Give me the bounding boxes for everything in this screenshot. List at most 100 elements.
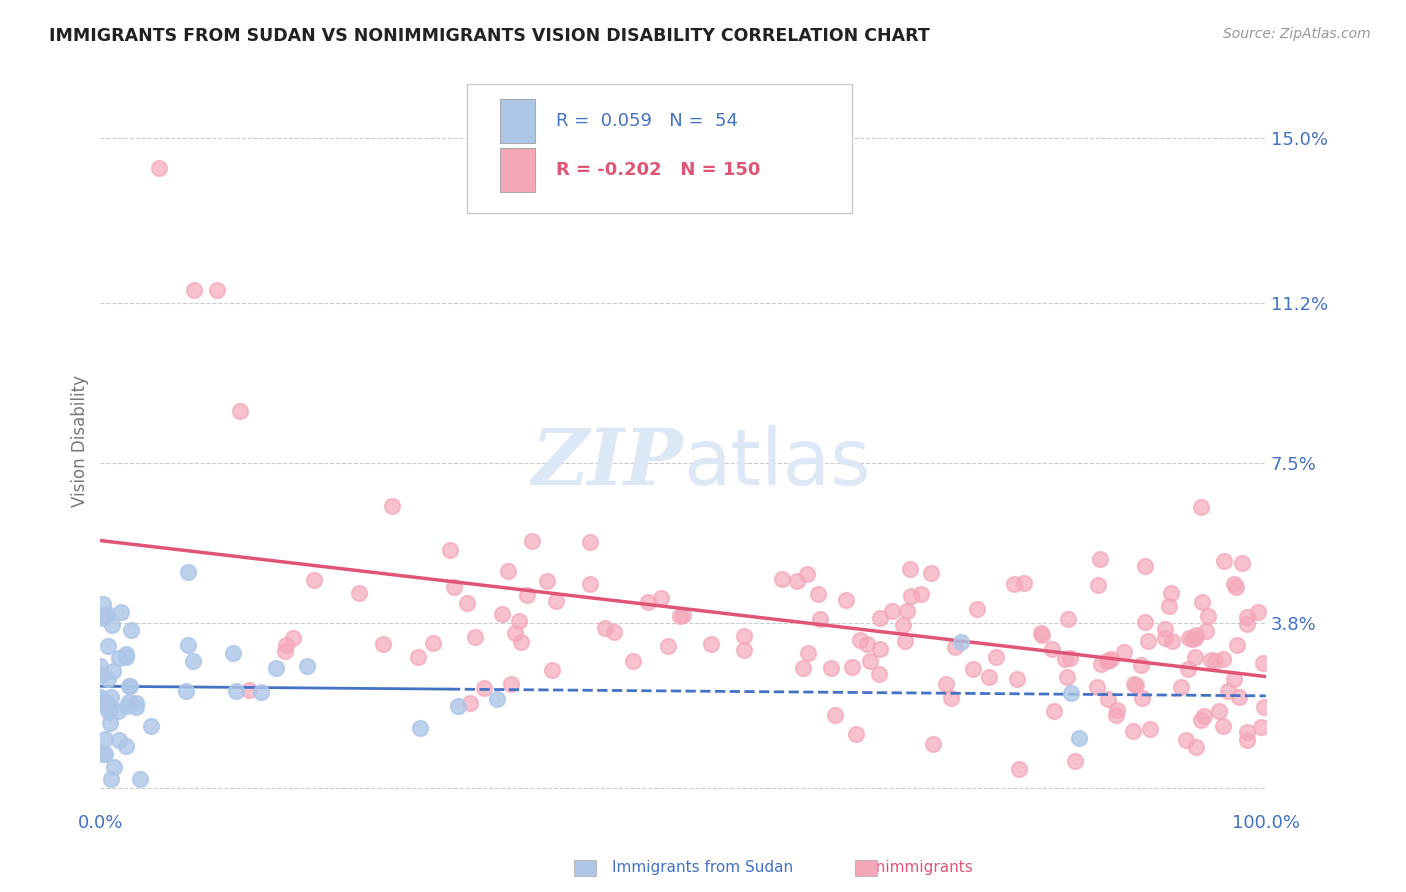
Point [89, 690, 111, 705]
Point [1184, 649, 1206, 664]
Point [1029, 626, 1052, 640]
Point [880, 604, 903, 618]
Point [540, 663, 562, 677]
Point [984, 650, 1007, 665]
Point [96, 607, 118, 622]
Point [770, 572, 793, 586]
Point [100, 690, 122, 705]
Point [1122, 723, 1144, 738]
Point [1236, 617, 1258, 632]
Point [456, 597, 478, 611]
Point [129, 772, 152, 787]
Point [110, 606, 132, 620]
Point [1090, 657, 1112, 672]
Point [856, 637, 879, 651]
Point [808, 611, 831, 625]
Point [1181, 632, 1204, 646]
Point [1088, 552, 1111, 566]
Point [621, 654, 644, 668]
Point [381, 500, 404, 514]
Point [103, 664, 125, 678]
Point [516, 588, 538, 602]
Point [264, 661, 287, 675]
Point [1099, 652, 1122, 666]
Point [115, 699, 138, 714]
Point [496, 564, 519, 578]
Point [900, 589, 922, 603]
Point [1189, 714, 1212, 728]
Point [835, 593, 858, 607]
Point [409, 721, 432, 735]
Text: atlas: atlas [683, 425, 870, 501]
Point [1247, 605, 1270, 619]
Point [114, 647, 136, 661]
Point [733, 630, 755, 644]
Point [700, 637, 723, 651]
Point [859, 654, 882, 668]
Point [125, 700, 148, 714]
Point [1153, 632, 1175, 646]
Point [250, 684, 273, 698]
Point [593, 621, 616, 635]
Point [148, 161, 170, 176]
Point [1043, 704, 1066, 718]
Point [898, 562, 921, 576]
Point [91, 610, 114, 624]
Point [1053, 652, 1076, 666]
Point [733, 643, 755, 657]
Point [1005, 672, 1028, 686]
Point [1057, 612, 1080, 626]
Point [1208, 705, 1230, 719]
Point [90, 692, 112, 706]
Point [114, 739, 136, 754]
Point [536, 574, 558, 588]
Point [1189, 500, 1212, 514]
Point [443, 580, 465, 594]
Point [1014, 575, 1036, 590]
Point [520, 533, 543, 548]
Point [1222, 577, 1244, 591]
Point [464, 631, 486, 645]
Point [945, 640, 967, 655]
Point [118, 680, 141, 694]
Point [796, 566, 818, 581]
Point [1130, 691, 1153, 706]
Point [1040, 642, 1063, 657]
Point [297, 659, 319, 673]
Point [177, 638, 200, 652]
Point [896, 604, 918, 618]
Point [1212, 719, 1234, 733]
Point [1098, 653, 1121, 667]
Text: R =  0.059   N =  54: R = 0.059 N = 54 [555, 112, 738, 130]
Point [302, 574, 325, 588]
Point [637, 594, 659, 608]
Point [1137, 634, 1160, 648]
Point [238, 682, 260, 697]
Point [93, 747, 115, 762]
Point [1199, 652, 1222, 666]
Point [371, 637, 394, 651]
Point [1227, 690, 1250, 704]
Point [1185, 740, 1208, 755]
Point [96, 701, 118, 715]
Point [1133, 559, 1156, 574]
Point [1105, 703, 1128, 717]
Point [935, 676, 957, 690]
Point [1112, 645, 1135, 659]
Point [1170, 680, 1192, 694]
Point [1085, 681, 1108, 695]
Point [229, 404, 252, 418]
Point [941, 691, 963, 706]
Point [108, 733, 131, 747]
Point [1192, 709, 1215, 723]
Point [139, 719, 162, 733]
Point [820, 661, 842, 675]
Point [841, 660, 863, 674]
Point [1213, 554, 1236, 568]
Point [1160, 634, 1182, 648]
Point [1236, 732, 1258, 747]
Point [103, 760, 125, 774]
Point [1177, 661, 1199, 675]
Point [472, 681, 495, 695]
FancyBboxPatch shape [467, 84, 852, 213]
